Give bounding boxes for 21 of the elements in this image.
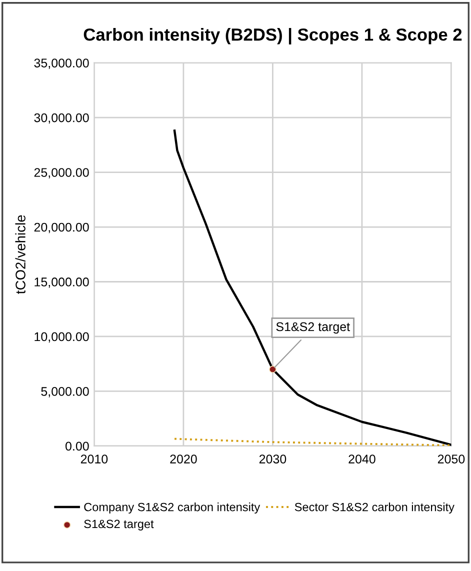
chart-title: Carbon intensity (B2DS) | Scopes 1 & Scope 2	[84, 28, 462, 44]
y-tick-label: 5,000.00	[41, 387, 89, 398]
x-tick-label: 2050	[438, 454, 465, 464]
legend-label: S1&S2 target	[84, 520, 154, 530]
y-tick-label: 15,000.00	[34, 278, 89, 288]
line-series	[173, 130, 452, 446]
legend-label: Sector S1&S2 carbon intensity	[294, 502, 454, 514]
x-tick-label: 2040	[348, 454, 376, 464]
line-series	[174, 438, 452, 446]
y-axis-title: tCO2/vehicle	[15, 215, 26, 294]
x-tick-label: 2020	[170, 454, 197, 464]
y-tick-label: 10,000.00	[34, 332, 89, 343]
y-tick-label: 25,000.00	[34, 168, 89, 178]
x-tick-label: 2010	[80, 454, 108, 464]
y-tick-label: 0.00	[66, 442, 89, 451]
y-tick-label: 35,000.00	[34, 58, 89, 69]
x-tick-label: 2030	[259, 454, 286, 464]
annotation: S1&S2 target	[276, 322, 350, 334]
y-tick-label: 20,000.00	[34, 222, 89, 234]
legend-label: Company S1&S2 carbon intensity	[84, 502, 260, 514]
y-tick-label: 30,000.00	[34, 113, 89, 124]
